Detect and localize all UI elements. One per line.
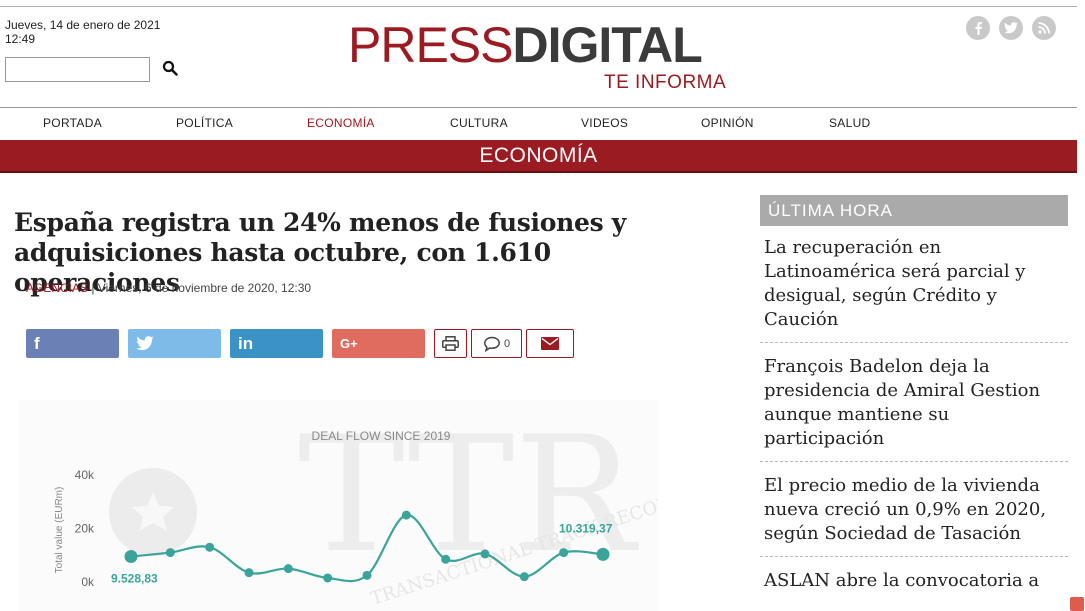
article-source[interactable]: AGENCIAS	[26, 281, 89, 295]
data-point	[480, 549, 490, 559]
list-item[interactable]: François Badelon deja la presidencia de …	[760, 355, 1068, 462]
article-title: España registra un 24% menos de fusiones…	[14, 208, 626, 297]
y-tick-label: 20k	[75, 522, 95, 536]
list-item[interactable]: La recuperación en Latinoamérica será pa…	[760, 236, 1068, 343]
logo-press: PRESS	[348, 17, 514, 73]
data-label-first: 9.528,83	[111, 572, 158, 586]
data-label-last: 10.319,37	[559, 521, 613, 535]
email-share-button[interactable]	[526, 329, 574, 358]
article-byline: AGENCIAS | Viernes, 6 de noviembre de 20…	[26, 281, 311, 295]
data-point	[559, 548, 569, 558]
list-item[interactable]: El precio medio de la vivienda nueva cre…	[760, 474, 1068, 557]
twitter-icon[interactable]	[999, 16, 1023, 40]
logo-tagline: TE INFORMA	[604, 72, 727, 93]
search-input[interactable]	[5, 57, 150, 82]
deal-flow-chart: TTR TRANSACTIONAL TRACK RECORD DEAL FLOW…	[18, 400, 658, 611]
data-point	[283, 564, 293, 574]
nav-item-economia[interactable]: ECONOMÍA	[307, 116, 375, 130]
current-date: Jueves, 14 de enero de 2021	[5, 18, 161, 32]
facebook-icon: f	[34, 333, 40, 353]
scroll-to-top-button[interactable]	[1070, 597, 1084, 611]
data-point	[441, 554, 451, 564]
list-item[interactable]: ASLAN abre la convocatoria a	[764, 570, 1040, 591]
latest-news-list: La recuperación en Latinoamérica será pa…	[760, 236, 1068, 611]
comments-button[interactable]: 0	[471, 329, 522, 358]
section-banner: ECONOMÍA	[0, 140, 1077, 173]
data-point	[401, 510, 411, 520]
nav-item-videos[interactable]: VIDEOS	[581, 116, 629, 130]
comment-icon	[483, 336, 500, 352]
date-time: Jueves, 14 de enero de 2021 12:49	[5, 18, 160, 46]
facebook-icon[interactable]	[966, 16, 990, 40]
search-icon	[162, 60, 178, 76]
envelope-icon	[541, 337, 559, 350]
linkedin-share-button[interactable]: in	[230, 329, 323, 358]
linkedin-icon: in	[238, 333, 254, 353]
sidebar-header: ÚLTIMA HORA	[760, 195, 1068, 226]
y-tick-label: 40k	[75, 468, 95, 482]
chart-canvas: TTR TRANSACTIONAL TRACK RECORD DEAL FLOW…	[54, 401, 658, 610]
twitter-icon	[136, 336, 154, 351]
social-links	[966, 16, 1056, 40]
data-point	[205, 542, 215, 552]
data-point	[124, 550, 138, 564]
comments-count: 0	[503, 337, 511, 350]
main-nav: PORTADA POLÍTICA ECONOMÍA CULTURA VIDEOS…	[0, 108, 1077, 140]
nav-item-salud[interactable]: SALUD	[829, 116, 871, 130]
nav-item-cultura[interactable]: CULTURA	[450, 116, 508, 130]
logo-digital: DIGITAL	[512, 17, 703, 73]
nav-divider	[0, 107, 1077, 108]
data-point	[519, 572, 529, 582]
googleplus-share-button[interactable]: G+	[332, 329, 425, 358]
facebook-share-button[interactable]: f	[26, 329, 119, 358]
section-title: ECONOMÍA	[479, 143, 598, 167]
nav-item-opinion[interactable]: OPINIÓN	[701, 116, 754, 130]
top-rule	[0, 6, 1077, 7]
search-button[interactable]	[162, 60, 180, 78]
star-icon	[132, 492, 174, 531]
current-time: 12:49	[5, 32, 36, 46]
data-point	[362, 570, 372, 580]
googleplus-icon: G+	[340, 336, 358, 351]
article-date: | Viernes, 6 de noviembre de 2020, 12:30	[88, 281, 312, 295]
data-point	[244, 568, 254, 578]
chart-ylabel: Total value (EURm)	[54, 487, 65, 574]
print-icon	[442, 336, 459, 351]
site-logo[interactable]: PRESSDIGITAL TE INFORMA	[348, 20, 728, 100]
nav-item-politica[interactable]: POLÍTICA	[176, 116, 234, 130]
print-button[interactable]	[434, 329, 467, 358]
twitter-share-button[interactable]	[128, 329, 221, 358]
nav-item-portada[interactable]: PORTADA	[43, 116, 103, 130]
chart-title: DEAL FLOW SINCE 2019	[312, 429, 451, 443]
sidebar-title: ÚLTIMA HORA	[768, 200, 893, 220]
data-point	[165, 548, 175, 558]
y-tick-label: 0k	[81, 575, 95, 589]
data-point	[323, 573, 333, 583]
rss-icon[interactable]	[1032, 16, 1056, 40]
data-point	[596, 547, 610, 561]
